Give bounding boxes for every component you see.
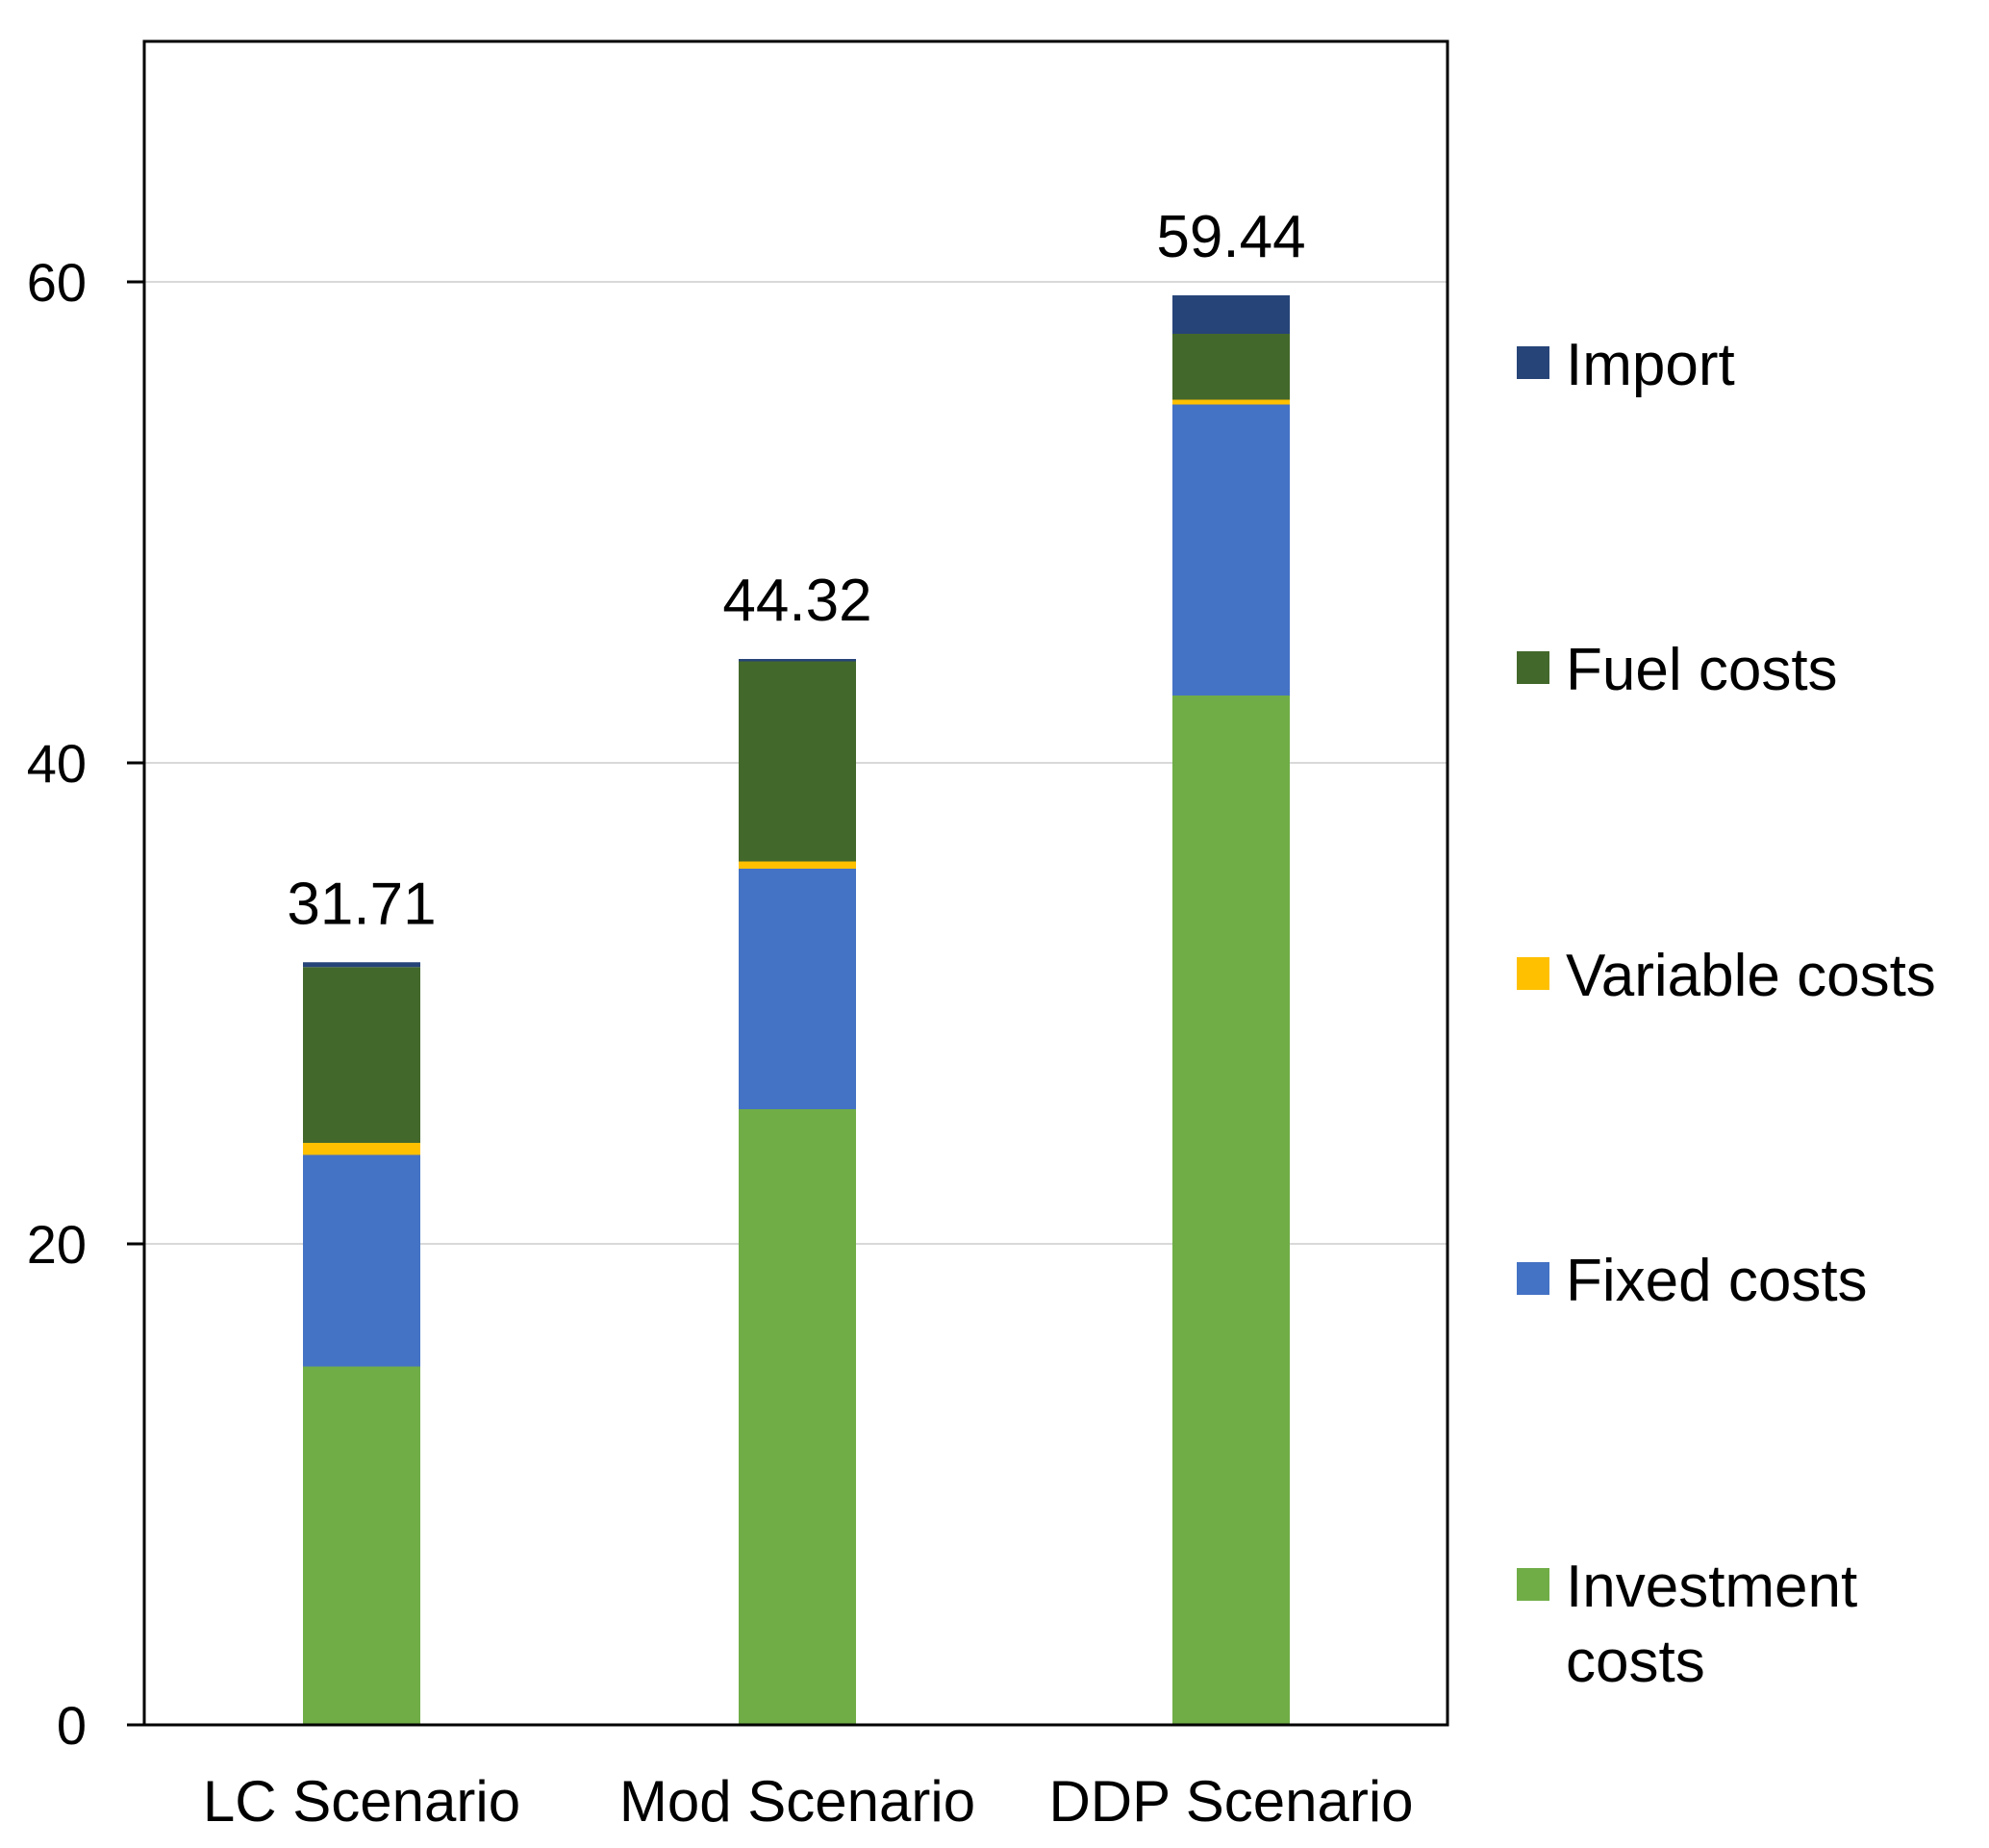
plot-area-frame [142, 39, 1449, 1727]
legend: Import Fuel costs Variable costs Fixed cost… [1517, 332, 1936, 1695]
x-tick-label-ddp-scenario: DDP Scenario [1048, 1769, 1413, 1834]
bar-mod-scenario-fuel-costs [739, 661, 856, 862]
x-tick-label-mod-scenario: Mod Scenario [619, 1769, 975, 1834]
bar-mod-scenario-variable-costs [739, 861, 856, 869]
x-axis-labels: LC Scenario Mod Scenario DDP Scenario [203, 1769, 1414, 1834]
y-tick-label-0: 0 [57, 1695, 87, 1756]
bar-lc-scenario-fixed-costs [303, 1154, 420, 1367]
legend-label-import: Import [1566, 332, 1735, 398]
total-labels: 31.71 44.32 59.44 [287, 204, 1305, 937]
legend-swatch-fixed-costs [1517, 1262, 1549, 1295]
bar-lc-scenario-fuel-costs [303, 967, 420, 1143]
bar-lc-scenario-investment-costs [303, 1366, 420, 1725]
legend-label-variable-costs: Variable costs [1566, 943, 1936, 1009]
bar-ddp-scenario-investment-costs [1172, 696, 1290, 1725]
bar-ddp-scenario-import [1172, 295, 1290, 334]
bar-mod-scenario-investment-costs [739, 1109, 856, 1725]
y-axis: 0 20 40 60 [27, 252, 144, 1756]
legend-label-line-1: Investment [1566, 1554, 1857, 1620]
bar-mod-scenario-import [739, 659, 856, 662]
legend-label-line-2: costs [1566, 1629, 1705, 1695]
bar-ddp-scenario-variable-costs [1172, 399, 1290, 405]
bars [303, 295, 1290, 1725]
legend-swatch-investment-costs [1517, 1568, 1549, 1601]
legend-label-investment-costs: Investment costs [1566, 1554, 1857, 1695]
bar-lc-scenario-import [303, 962, 420, 968]
bar-ddp-scenario-fuel-costs [1172, 334, 1290, 400]
y-tick-label-40: 40 [27, 733, 87, 794]
legend-swatch-fuel-costs [1517, 651, 1549, 684]
legend-label-fuel-costs: Fuel costs [1566, 637, 1838, 703]
bar-lc-scenario-variable-costs [303, 1143, 420, 1155]
legend-swatch-variable-costs [1517, 957, 1549, 990]
legend-swatch-import [1517, 346, 1549, 379]
bar-mod-scenario-fixed-costs [739, 869, 856, 1109]
y-tick-label-20: 20 [27, 1214, 87, 1275]
total-label-ddp-scenario: 59.44 [1156, 204, 1305, 270]
total-label-mod-scenario: 44.32 [722, 568, 871, 634]
total-label-lc-scenario: 31.71 [287, 871, 436, 937]
x-tick-label-lc-scenario: LC Scenario [203, 1769, 520, 1834]
y-tick-label-60: 60 [27, 252, 87, 313]
legend-label-fixed-costs: Fixed costs [1566, 1248, 1868, 1314]
bar-ddp-scenario-fixed-costs [1172, 404, 1290, 696]
